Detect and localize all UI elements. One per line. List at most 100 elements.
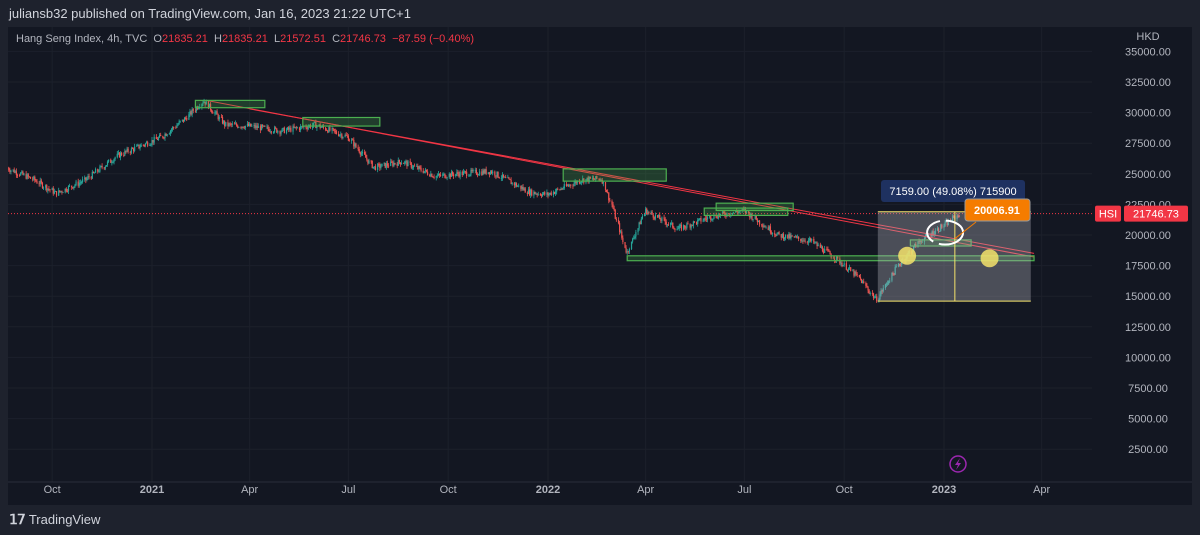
candle-body (495, 175, 497, 177)
time-tick-label: Apr (1033, 484, 1050, 496)
callout-pointer (954, 221, 977, 240)
candle-body (182, 119, 185, 122)
candle-body (267, 126, 269, 130)
candle-body (340, 134, 342, 136)
candle-body (479, 171, 481, 175)
candle-body (728, 213, 730, 216)
candle-body (137, 144, 139, 146)
candle-body (280, 131, 282, 134)
candle-body (303, 126, 305, 128)
candle-body (186, 118, 188, 120)
candle-body (697, 219, 699, 225)
candle-body (611, 201, 613, 205)
candle-body (398, 159, 400, 163)
candle-body (940, 224, 942, 232)
candle-body (90, 177, 92, 179)
candle-body (737, 211, 739, 213)
candle-body (142, 144, 144, 146)
support-zone (626, 255, 1035, 262)
candle-body (502, 174, 505, 177)
candle-body (244, 125, 246, 129)
candle-body (65, 188, 67, 192)
candle-body (55, 191, 58, 196)
candle-body (763, 226, 765, 228)
candle-body (64, 188, 66, 193)
candle-body (164, 134, 166, 138)
candle-body (790, 235, 792, 239)
candle-body (163, 137, 165, 139)
candle-body (445, 177, 447, 179)
candle-body (456, 172, 458, 175)
candle-body (393, 163, 395, 166)
candle-body (144, 143, 147, 146)
candle-body (241, 126, 243, 128)
candle-body (937, 228, 940, 232)
candle-body (372, 166, 374, 169)
candle-body (464, 171, 467, 173)
candle-body (424, 169, 427, 172)
candle-body (762, 225, 764, 227)
candle-body (639, 222, 641, 225)
candle-body (400, 163, 403, 165)
candle-body (432, 176, 434, 178)
candle-body (726, 213, 728, 217)
candle-body (365, 154, 367, 158)
candle-body (769, 226, 772, 233)
candle-body (66, 191, 68, 192)
candle-body (117, 152, 119, 154)
candle-body (98, 171, 100, 173)
candle-body (52, 188, 54, 194)
time-tick-label: Apr (637, 484, 654, 496)
candle-body (847, 268, 850, 271)
candle-body (755, 215, 757, 220)
candle-body (645, 208, 647, 214)
candle-body (650, 211, 652, 213)
highlight-circle (980, 249, 999, 268)
candle-body (683, 225, 685, 230)
candle-body (390, 161, 392, 166)
candle-body (794, 236, 796, 238)
price-tick-label: 7500.00 (1128, 383, 1168, 395)
candle-body (932, 231, 934, 236)
resistance-zone (194, 99, 266, 109)
candle-body (837, 256, 839, 259)
candle-body (150, 144, 152, 146)
candle-body (53, 191, 55, 194)
candle-body (391, 161, 393, 163)
candle-body (331, 127, 333, 131)
candle-body (207, 101, 210, 109)
tradingview-brand[interactable]: 𝟣𝟩 TradingView (9, 511, 100, 528)
candle-body (897, 264, 900, 267)
candle-body (607, 192, 609, 193)
candle-body (901, 261, 903, 265)
candle-body (553, 192, 556, 194)
candle-body (745, 211, 748, 213)
candle-body (947, 220, 949, 226)
candle-body (262, 124, 264, 127)
candle-body (568, 185, 570, 187)
candle-body (889, 280, 891, 282)
candle-body (531, 189, 533, 196)
candle-body (732, 212, 735, 214)
candle-body (586, 177, 588, 180)
price-chart[interactable]: 35000.00 32500.00 30000.00 27500.00 25000.00… (8, 27, 1192, 505)
candle-body (316, 125, 318, 129)
candle-body (776, 233, 778, 236)
price-tick-label: 30000.00 (1125, 108, 1171, 120)
candle-body (218, 116, 220, 120)
candle-body (444, 173, 446, 178)
candle-body (614, 210, 616, 219)
candle-body (764, 226, 766, 228)
candle-body (61, 191, 63, 193)
candle-body (403, 163, 405, 164)
candle-body (552, 192, 555, 195)
candle-body (882, 288, 884, 292)
candle-body (264, 125, 266, 127)
candle-body (569, 184, 571, 186)
chart-pane[interactable]: 35000.00 32500.00 30000.00 27500.00 25000.00… (8, 27, 1192, 505)
candle-body (71, 185, 73, 188)
candle-body (540, 195, 543, 197)
candle-body (530, 189, 532, 196)
price-tick-label: 17500.00 (1125, 261, 1171, 273)
time-tick-label: Jul (737, 484, 751, 496)
